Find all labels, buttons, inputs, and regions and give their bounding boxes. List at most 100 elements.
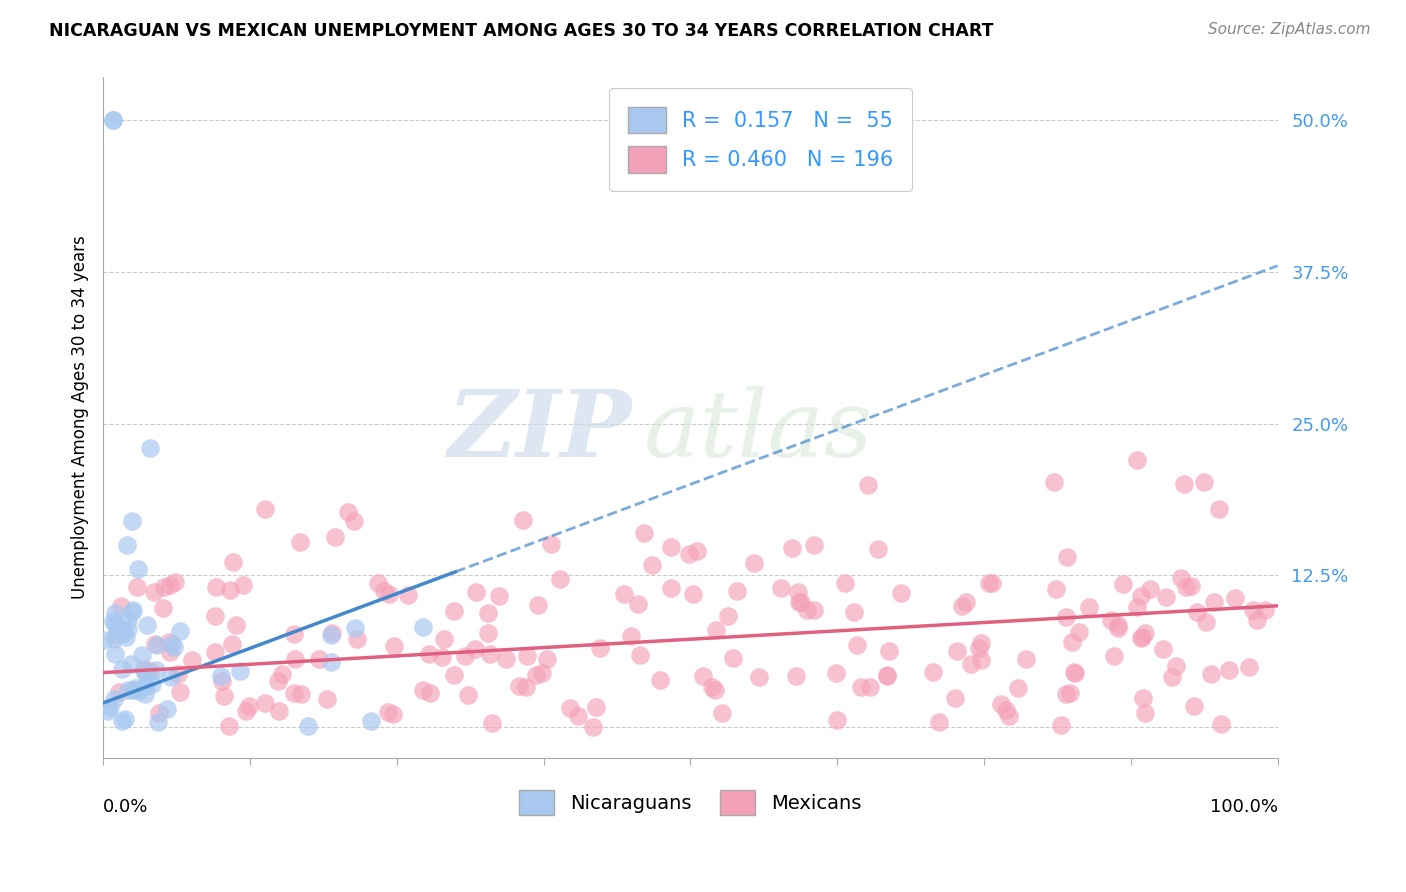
- Point: [139, 664, 162, 678]
- Point: [219, 582, 242, 597]
- Point: [117, 622, 139, 636]
- Point: [283, 686, 305, 700]
- Point: [121, 606, 143, 620]
- Point: [117, 682, 139, 697]
- Point: [1223, 591, 1246, 605]
- Point: [108, 685, 131, 699]
- Point: [418, 647, 440, 661]
- Point: [477, 626, 499, 640]
- Point: [1130, 630, 1153, 644]
- Point: [1254, 603, 1277, 617]
- Point: [530, 665, 553, 680]
- Point: [921, 665, 943, 680]
- Point: [858, 680, 880, 694]
- Point: [721, 650, 744, 665]
- Point: [146, 715, 169, 730]
- Point: [346, 632, 368, 647]
- Point: [825, 665, 848, 680]
- Point: [218, 719, 240, 733]
- Point: [104, 606, 127, 620]
- Point: [284, 652, 307, 666]
- Point: [412, 682, 434, 697]
- Point: [1045, 582, 1067, 596]
- Point: [127, 562, 149, 576]
- Point: [101, 112, 124, 127]
- Point: [308, 651, 330, 665]
- Point: [796, 602, 818, 616]
- Point: [153, 580, 176, 594]
- Point: [134, 664, 156, 678]
- Point: [1174, 580, 1197, 594]
- Point: [165, 574, 187, 589]
- Point: [692, 669, 714, 683]
- Text: 0.0%: 0.0%: [103, 798, 149, 816]
- Point: [396, 588, 419, 602]
- Point: [125, 580, 148, 594]
- Point: [135, 668, 157, 682]
- Point: [582, 720, 605, 734]
- Point: [1199, 666, 1222, 681]
- Point: [378, 587, 401, 601]
- Point: [659, 581, 682, 595]
- Point: [1107, 618, 1129, 632]
- Point: [1218, 663, 1240, 677]
- Point: [229, 664, 252, 678]
- Point: [478, 647, 501, 661]
- Point: [477, 606, 499, 620]
- Point: [1054, 687, 1077, 701]
- Point: [1112, 576, 1135, 591]
- Point: [121, 603, 143, 617]
- Point: [98, 700, 121, 714]
- Point: [495, 652, 517, 666]
- Point: [858, 478, 880, 492]
- Point: [114, 712, 136, 726]
- Point: [1195, 615, 1218, 629]
- Point: [825, 713, 848, 727]
- Point: [111, 663, 134, 677]
- Point: [225, 618, 247, 632]
- Point: [526, 667, 548, 681]
- Point: [443, 668, 465, 682]
- Point: [367, 576, 389, 591]
- Point: [803, 602, 825, 616]
- Point: [267, 704, 290, 718]
- Point: [381, 707, 404, 722]
- Point: [849, 680, 872, 694]
- Point: [373, 584, 395, 599]
- Point: [143, 637, 166, 651]
- Point: [955, 594, 977, 608]
- Point: [488, 590, 510, 604]
- Point: [204, 608, 226, 623]
- Point: [1015, 652, 1038, 666]
- Point: [725, 583, 748, 598]
- Point: [613, 587, 636, 601]
- Point: [969, 653, 991, 667]
- Point: [790, 595, 813, 609]
- Point: [104, 617, 127, 632]
- Point: [377, 705, 399, 719]
- Point: [998, 708, 1021, 723]
- Point: [627, 597, 650, 611]
- Point: [1170, 571, 1192, 585]
- Point: [950, 599, 973, 613]
- Point: [633, 525, 655, 540]
- Point: [169, 624, 191, 638]
- Point: [101, 614, 124, 628]
- Text: Source: ZipAtlas.com: Source: ZipAtlas.com: [1208, 22, 1371, 37]
- Point: [700, 680, 723, 694]
- Point: [110, 714, 132, 728]
- Point: [678, 547, 700, 561]
- Point: [325, 530, 347, 544]
- Point: [253, 697, 276, 711]
- Point: [845, 638, 868, 652]
- Point: [1154, 591, 1177, 605]
- Point: [1132, 690, 1154, 705]
- Point: [1063, 665, 1085, 679]
- Point: [1152, 641, 1174, 656]
- Point: [180, 653, 202, 667]
- Point: [928, 714, 950, 729]
- Point: [834, 575, 856, 590]
- Point: [321, 655, 343, 669]
- Point: [134, 687, 156, 701]
- Point: [1173, 477, 1195, 491]
